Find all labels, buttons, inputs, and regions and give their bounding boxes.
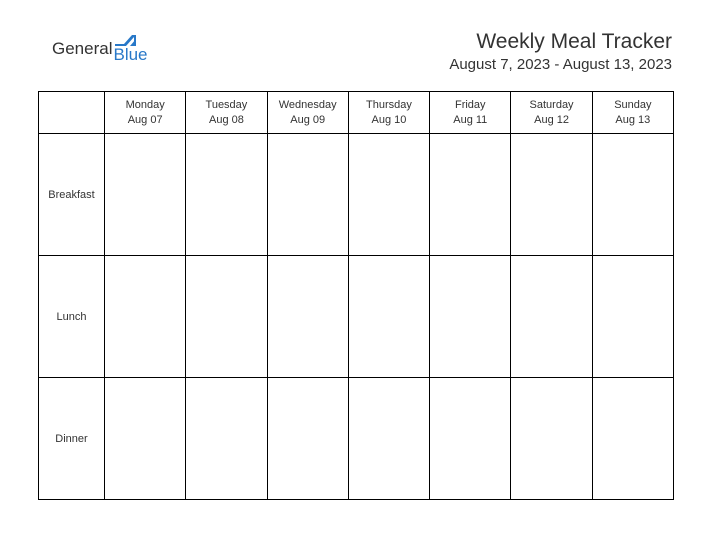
logo-text-general: General xyxy=(52,40,112,57)
col-head-fri: Friday Aug 11 xyxy=(430,92,511,134)
cell-lunch-sun xyxy=(592,256,673,378)
cell-lunch-sat xyxy=(511,256,592,378)
row-label-lunch: Lunch xyxy=(39,256,105,378)
day-date: Aug 07 xyxy=(128,114,163,126)
cell-lunch-thu xyxy=(348,256,429,378)
day-name: Thursday xyxy=(366,99,412,111)
day-name: Wednesday xyxy=(279,99,337,111)
cell-dinner-tue xyxy=(186,378,267,500)
cell-dinner-sun xyxy=(592,378,673,500)
table-header-row: Monday Aug 07 Tuesday Aug 08 Wednesday A… xyxy=(39,92,674,134)
logo: General Blue xyxy=(38,30,148,63)
cell-breakfast-thu xyxy=(348,134,429,256)
table-row: Breakfast xyxy=(39,134,674,256)
page-title: Weekly Meal Tracker xyxy=(449,30,672,54)
table-row: Dinner xyxy=(39,378,674,500)
col-head-thu: Thursday Aug 10 xyxy=(348,92,429,134)
logo-text-blue: Blue xyxy=(113,46,147,63)
page-container: General Blue Weekly Meal Tracker August … xyxy=(0,0,712,530)
corner-cell xyxy=(39,92,105,134)
day-name: Monday xyxy=(126,99,165,111)
date-range: August 7, 2023 - August 13, 2023 xyxy=(449,56,672,73)
day-name: Friday xyxy=(455,99,486,111)
cell-dinner-thu xyxy=(348,378,429,500)
day-date: Aug 10 xyxy=(372,114,407,126)
day-date: Aug 08 xyxy=(209,114,244,126)
col-head-wed: Wednesday Aug 09 xyxy=(267,92,348,134)
cell-lunch-tue xyxy=(186,256,267,378)
cell-breakfast-fri xyxy=(430,134,511,256)
cell-dinner-sat xyxy=(511,378,592,500)
col-head-tue: Tuesday Aug 08 xyxy=(186,92,267,134)
cell-dinner-fri xyxy=(430,378,511,500)
day-date: Aug 09 xyxy=(290,114,325,126)
cell-lunch-mon xyxy=(105,256,186,378)
day-name: Tuesday xyxy=(206,99,248,111)
row-label-dinner: Dinner xyxy=(39,378,105,500)
col-head-sat: Saturday Aug 12 xyxy=(511,92,592,134)
header-right: Weekly Meal Tracker August 7, 2023 - Aug… xyxy=(449,30,674,73)
day-date: Aug 13 xyxy=(615,114,650,126)
table-row: Lunch xyxy=(39,256,674,378)
cell-breakfast-wed xyxy=(267,134,348,256)
cell-dinner-wed xyxy=(267,378,348,500)
cell-breakfast-tue xyxy=(186,134,267,256)
cell-breakfast-sat xyxy=(511,134,592,256)
day-name: Sunday xyxy=(614,99,651,111)
day-date: Aug 12 xyxy=(534,114,569,126)
cell-breakfast-sun xyxy=(592,134,673,256)
col-head-sun: Sunday Aug 13 xyxy=(592,92,673,134)
cell-breakfast-mon xyxy=(105,134,186,256)
day-date: Aug 11 xyxy=(453,114,487,126)
col-head-mon: Monday Aug 07 xyxy=(105,92,186,134)
cell-dinner-mon xyxy=(105,378,186,500)
day-name: Saturday xyxy=(530,99,574,111)
meal-tracker-table: Monday Aug 07 Tuesday Aug 08 Wednesday A… xyxy=(38,91,674,500)
cell-lunch-wed xyxy=(267,256,348,378)
row-label-breakfast: Breakfast xyxy=(39,134,105,256)
logo-blue-wrap: Blue xyxy=(113,34,147,63)
cell-lunch-fri xyxy=(430,256,511,378)
header-row: General Blue Weekly Meal Tracker August … xyxy=(38,30,674,73)
